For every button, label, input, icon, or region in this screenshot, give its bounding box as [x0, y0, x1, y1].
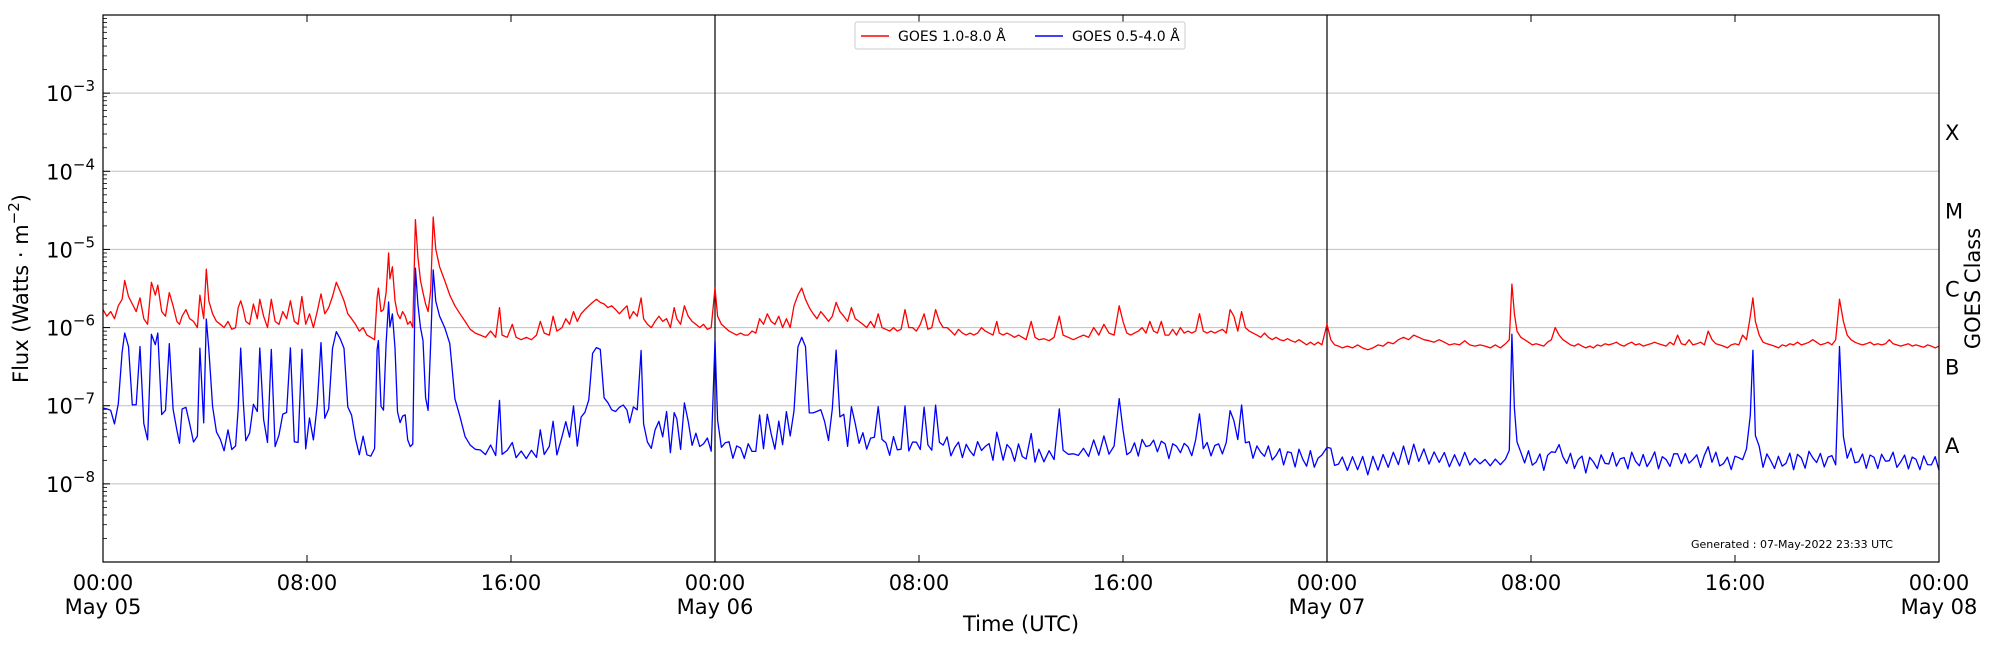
y-tick-label: 10−5	[46, 233, 95, 262]
x-tick-label: 08:00	[277, 571, 338, 595]
x-tick-label: 00:00	[685, 571, 746, 595]
legend-label-goes-short: GOES 0.5-4.0 Å	[1072, 28, 1180, 45]
x-tick-label: 08:00	[1501, 571, 1562, 595]
goes-class-label-x: X	[1945, 121, 1959, 145]
legend-label-goes-long: GOES 1.0-8.0 Å	[898, 28, 1006, 45]
x-tick-date-label: May 05	[65, 595, 142, 619]
y-tick-label: 10−4	[46, 155, 95, 184]
x-tick-label: 00:00	[1297, 571, 1358, 595]
y-tick-label: 10−7	[46, 390, 95, 419]
x-tick-date-label: May 06	[677, 595, 754, 619]
goes-class-label-m: M	[1945, 199, 1963, 223]
x-tick-date-label: May 07	[1289, 595, 1366, 619]
goes-class-label-b: B	[1945, 356, 1959, 380]
goes-class-label-c: C	[1945, 278, 1960, 302]
plot-frame	[102, 14, 1940, 563]
x-tick-label: 00:00	[1909, 571, 1970, 595]
legend: GOES 1.0-8.0 Å GOES 0.5-4.0 Å	[854, 21, 1186, 50]
goes-class-label-a: A	[1945, 434, 1960, 458]
x-tick-label: 16:00	[1705, 571, 1766, 595]
y-tick-label: 10−6	[46, 312, 95, 341]
x-tick-label: 16:00	[481, 571, 542, 595]
x-tick-label: 08:00	[889, 571, 950, 595]
generated-timestamp: Generated : 07-May-2022 23:33 UTC	[1691, 538, 1893, 551]
series-line-goes-long	[102, 216, 1940, 351]
x-axis-title: Time (UTC)	[962, 612, 1079, 636]
legend-box	[854, 21, 1186, 50]
grid-layer	[103, 15, 1939, 562]
x-tick-label: 16:00	[1093, 571, 1154, 595]
series-line-goes-short	[102, 267, 1940, 476]
x-tick-date-label: May 08	[1901, 595, 1978, 619]
y-axis-title: Flux (Watts · m−2)	[5, 194, 33, 383]
y-tick-label: 10−3	[46, 77, 95, 106]
series-layer	[102, 216, 1940, 476]
goes-class-axis-title: GOES Class	[1961, 228, 1985, 349]
x-tick-label: 00:00	[73, 571, 134, 595]
y-tick-label: 10−8	[46, 468, 95, 497]
